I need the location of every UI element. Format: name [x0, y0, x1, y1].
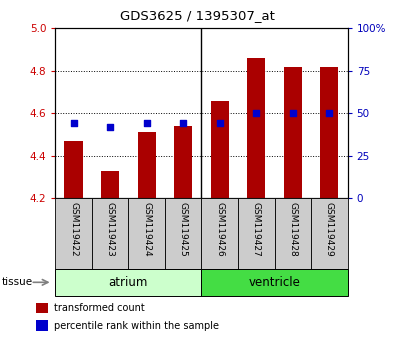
Bar	[92, 198, 128, 269]
Bar	[201, 198, 238, 269]
Bar	[211, 101, 229, 198]
Bar	[55, 269, 201, 296]
Point	[253, 110, 260, 116]
Text: transformed count: transformed count	[54, 303, 145, 313]
Text: tissue: tissue	[2, 277, 33, 287]
Point	[70, 121, 77, 126]
Text: GSM119429: GSM119429	[325, 202, 334, 257]
Text: GSM119427: GSM119427	[252, 202, 261, 257]
Text: GSM119428: GSM119428	[288, 202, 297, 257]
Bar	[238, 198, 275, 269]
Bar	[311, 198, 348, 269]
Bar	[55, 198, 92, 269]
Point	[326, 110, 333, 116]
Bar	[128, 198, 165, 269]
Bar	[36, 320, 48, 331]
Text: GSM119426: GSM119426	[215, 202, 224, 257]
Bar	[284, 67, 302, 198]
Bar	[201, 269, 348, 296]
Text: GSM119424: GSM119424	[142, 202, 151, 256]
Bar	[275, 198, 311, 269]
Bar	[174, 126, 192, 198]
Bar	[247, 58, 265, 198]
Point	[216, 121, 223, 126]
Bar	[165, 198, 201, 269]
Text: GDS3625 / 1395307_at: GDS3625 / 1395307_at	[120, 9, 275, 22]
Point	[180, 121, 186, 126]
Text: GSM119423: GSM119423	[105, 202, 115, 257]
Bar	[64, 141, 83, 198]
Point	[107, 124, 113, 130]
Point	[290, 110, 296, 116]
Bar	[320, 67, 339, 198]
Point	[143, 121, 150, 126]
Text: GSM119422: GSM119422	[69, 202, 78, 256]
Text: ventricle: ventricle	[248, 276, 301, 289]
Text: percentile rank within the sample: percentile rank within the sample	[54, 321, 219, 331]
Bar	[137, 132, 156, 198]
Text: atrium: atrium	[109, 276, 148, 289]
Bar	[101, 171, 119, 198]
Text: GSM119425: GSM119425	[179, 202, 188, 257]
Bar	[36, 303, 48, 313]
